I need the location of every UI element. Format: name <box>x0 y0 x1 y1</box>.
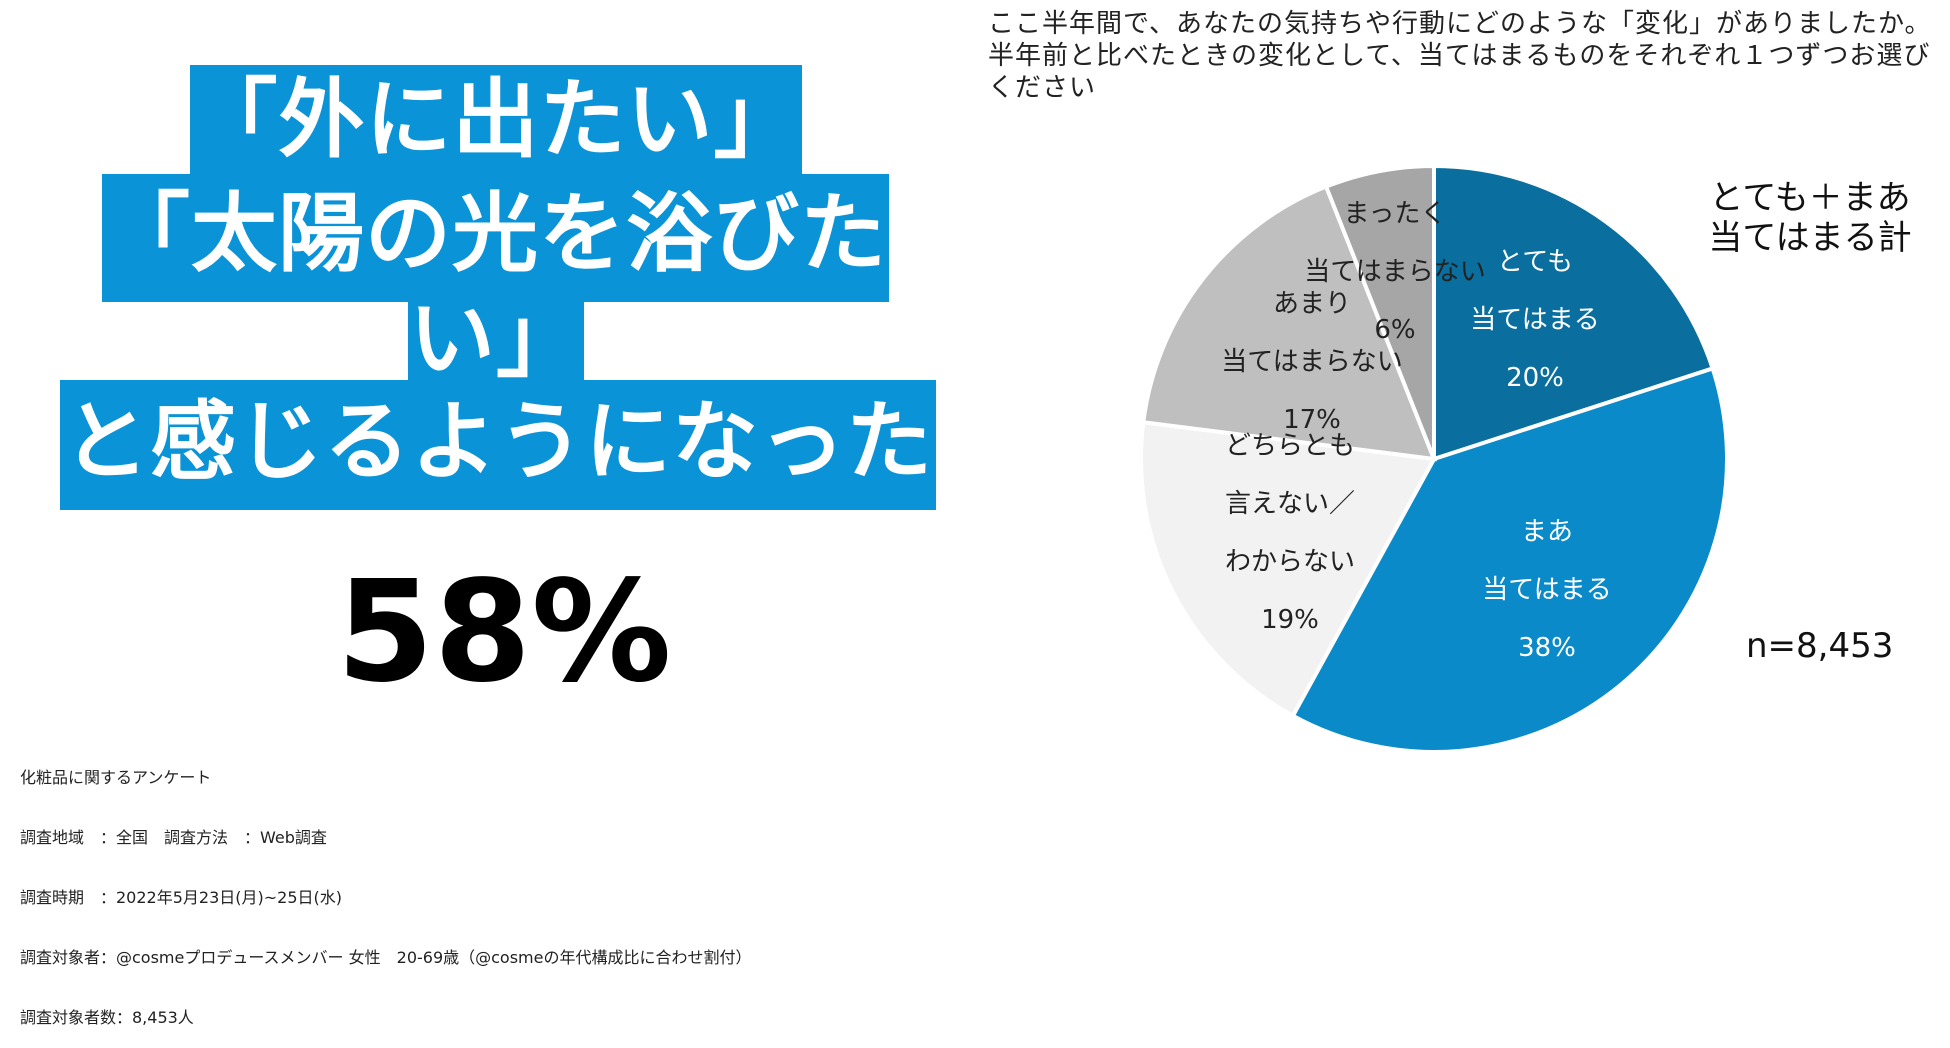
survey-question: ここ半年間で、あなたの気持ちや行動にどのような「変化」がありましたか。半年前と比… <box>988 9 1932 103</box>
headline-line-1: 「外に出たい」 <box>190 65 802 175</box>
pie-slice-label: あまり 当てはまらない 17% <box>1221 289 1403 435</box>
survey-info-line: 調査時期 ：2022年5月23日(月)~25日(水) <box>20 888 342 907</box>
total-label: とても＋まあ 当てはまる計 <box>1708 178 1912 258</box>
survey-info-line: 調査対象者：@cosmeプロデュースメンバー 女性 20-69歳（@cosmeの… <box>20 948 752 967</box>
survey-info-line: 調査対象者数：8,453人 <box>20 1008 194 1027</box>
pie-slice <box>1323 163 1436 460</box>
pie-slice <box>1290 365 1729 754</box>
pie-slice-label: まったく 当てはまらない 6% <box>1304 199 1486 345</box>
headline-line-3: い」 <box>408 289 584 389</box>
sample-size-label: n=8,453 <box>1746 626 1894 666</box>
pie-slice <box>1141 183 1438 462</box>
pie-slice-label: まあ 当てはまる 38% <box>1482 517 1612 663</box>
big-percent: 58% <box>336 551 672 714</box>
headline-line-2: 「太陽の光を浴びた <box>102 174 889 302</box>
pie-slice-label: どちらとも 言えない／ わからない 19% <box>1224 431 1355 635</box>
headline-line-4: と感じるようになった <box>60 380 936 510</box>
pie-slice <box>1432 163 1716 462</box>
survey-info-line: 化粧品に関するアンケート <box>20 768 212 787</box>
pie-slice <box>1139 420 1438 719</box>
pie-slice-label: とても 当てはまる 20% <box>1470 247 1600 393</box>
pie-chart: とても 当てはまる 20% まあ 当てはまる 38% どちらとも 言えない／ わから… <box>1139 163 1729 754</box>
pie-chart-svg <box>1139 163 1729 754</box>
